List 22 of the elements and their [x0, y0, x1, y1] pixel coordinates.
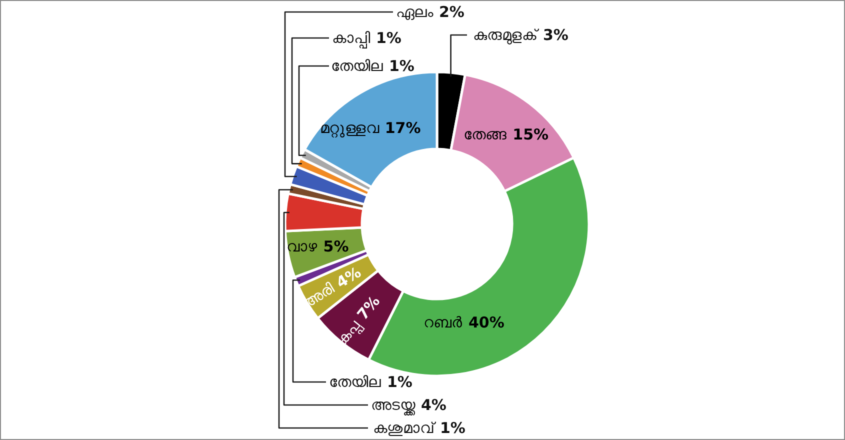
data-label: 1%	[440, 419, 466, 437]
data-label: 2%	[439, 3, 464, 21]
data-label: 5%	[323, 238, 349, 256]
data-label: 40%	[468, 313, 504, 332]
slice-label: തേയില	[331, 57, 383, 75]
data-label: 1%	[376, 29, 402, 47]
slice-label: മറ്റുള്ളവ	[320, 118, 380, 138]
data-label: 17%	[384, 118, 421, 137]
slice-label: ഏലം	[396, 3, 434, 21]
data-label: 15%	[512, 125, 549, 144]
slice-label: റബർ	[423, 313, 462, 332]
slice-label: കുരുമുളക്	[473, 26, 540, 45]
slice-label: വാഴ	[286, 238, 318, 256]
slice-label: തേങ്ങ	[464, 125, 507, 144]
data-label: 1%	[389, 57, 414, 75]
slice-label: തേയില	[329, 373, 381, 391]
slice-label: കശുമാവ്	[373, 419, 437, 437]
data-label: 1%	[387, 373, 412, 391]
slice-label: അടയ്ക്ക	[371, 396, 416, 416]
slice-label: കാപ്പി	[332, 29, 371, 49]
data-label: 4%	[421, 396, 446, 414]
data-label: 3%	[543, 26, 568, 44]
